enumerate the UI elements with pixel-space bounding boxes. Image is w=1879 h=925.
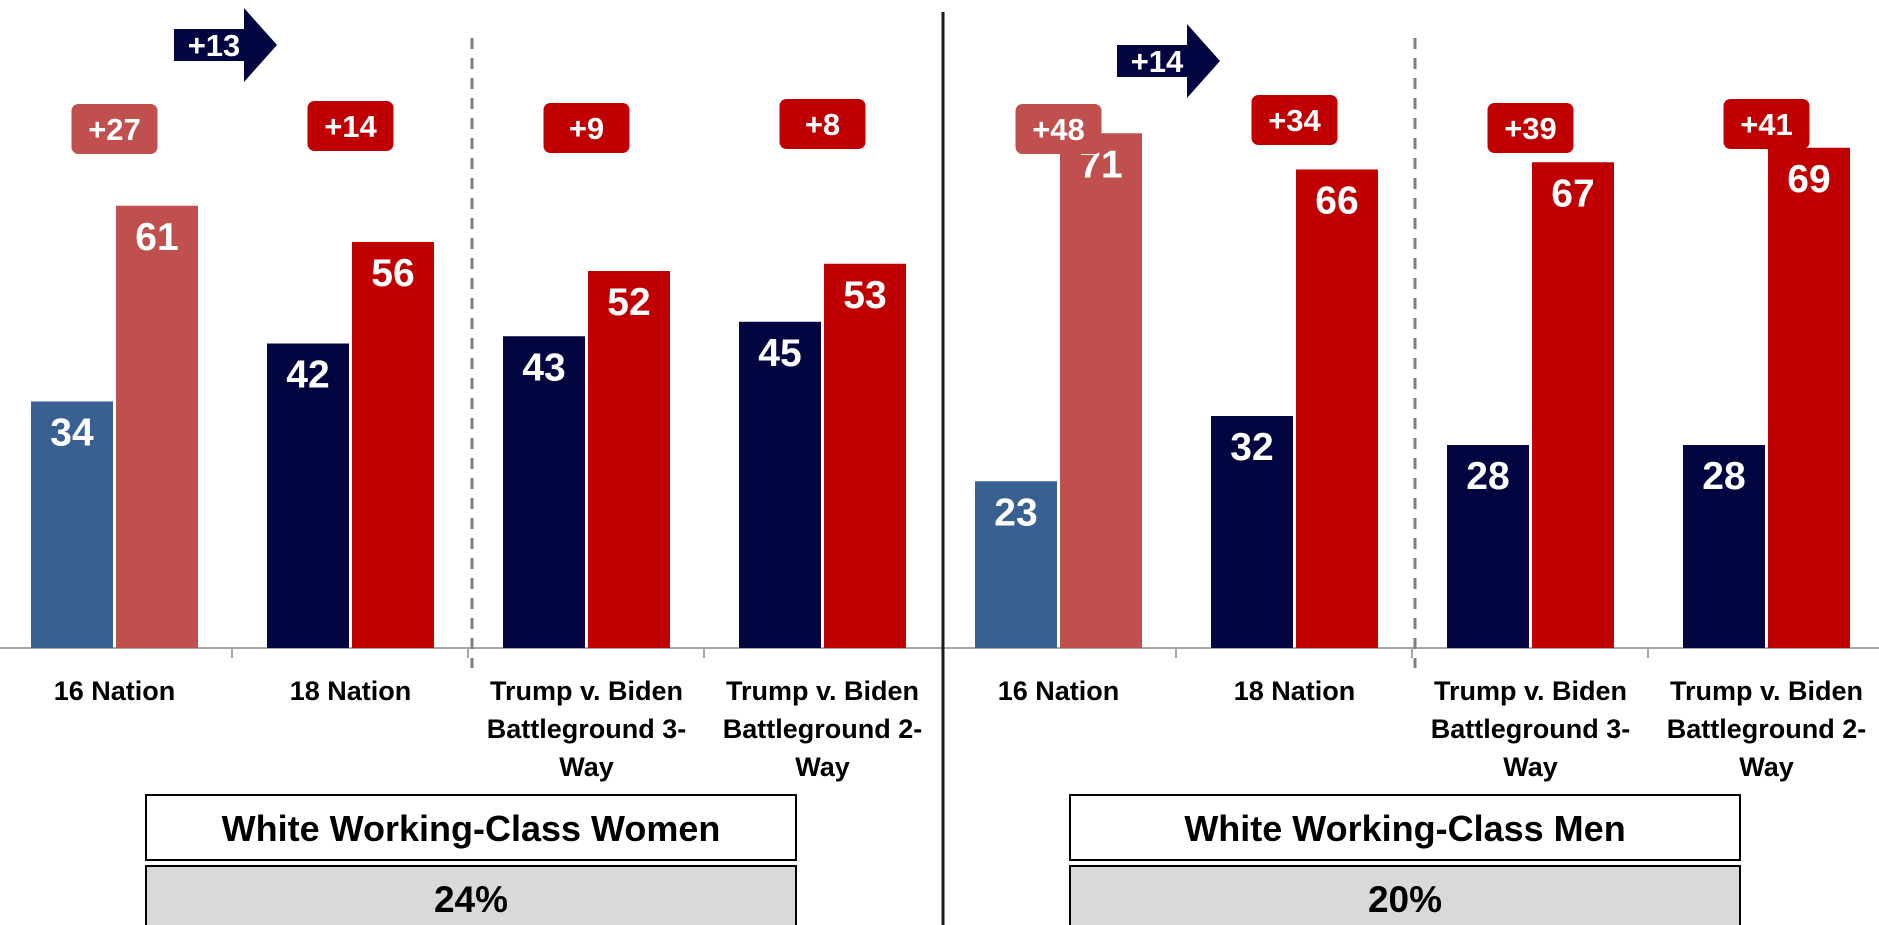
bar-0-2-1 [588, 271, 670, 648]
category-label-1-3-1: Battleground 2- [1667, 714, 1867, 744]
data-label-0-2-0: 43 [522, 346, 565, 389]
category-label-1-3-0: Trump v. Biden [1670, 676, 1863, 706]
margin-label-0-1: +14 [324, 109, 377, 144]
category-label-0-3-1: Battleground 2- [723, 714, 923, 744]
shift-arrow-icon-1 [1117, 24, 1220, 98]
group-share-0: 24% [434, 879, 508, 920]
margin-label-1-1: +34 [1268, 103, 1321, 138]
margin-label-0-3: +8 [805, 107, 840, 142]
category-label-0-2-1: Battleground 3- [487, 714, 687, 744]
shift-label-0: +13 [188, 28, 241, 63]
margin-badge-0-2 [543, 103, 630, 153]
margin-label-0-0: +27 [88, 112, 141, 147]
category-label-1-3-2: Way [1739, 752, 1794, 782]
margin-badge-1-3 [1723, 99, 1810, 149]
data-label-0-1-1: 56 [371, 252, 414, 295]
margin-badge-0-1 [307, 101, 394, 151]
bar-1-3-1 [1768, 147, 1850, 648]
margin-badge-1-2 [1487, 103, 1574, 153]
data-label-0-3-0: 45 [758, 332, 801, 375]
bar-0-1-1 [352, 242, 434, 648]
data-label-1-0-0: 23 [994, 491, 1037, 534]
group-title-1: White Working-Class Men [1184, 808, 1625, 849]
data-label-0-3-1: 53 [843, 274, 886, 317]
category-label-1-1-0: 18 Nation [1234, 676, 1356, 706]
bar-1-2-1 [1532, 162, 1614, 648]
data-label-1-2-0: 28 [1466, 455, 1509, 498]
group-share-box-0 [145, 865, 797, 925]
bar-0-0-0 [31, 401, 113, 648]
group-title-box-1 [1069, 794, 1741, 861]
data-label-1-1-1: 66 [1315, 180, 1358, 223]
shift-label-1: +14 [1131, 44, 1184, 79]
data-label-0-0-1: 61 [135, 216, 178, 259]
group-share-box-1 [1069, 865, 1741, 925]
category-label-1-2-0: Trump v. Biden [1434, 676, 1627, 706]
bar-1-3-0 [1683, 445, 1765, 648]
category-label-1-2-1: Battleground 3- [1431, 714, 1631, 744]
margin-label-1-2: +39 [1504, 111, 1557, 146]
bar-0-2-0 [503, 336, 585, 648]
data-label-1-3-0: 28 [1702, 455, 1745, 498]
bar-1-0-1 [1060, 133, 1142, 648]
data-label-0-1-0: 42 [286, 354, 329, 397]
group-share-1: 20% [1368, 879, 1442, 920]
group-title-box-0 [145, 794, 797, 861]
margin-label-1-3: +41 [1740, 107, 1793, 142]
category-label-1-0-0: 16 Nation [998, 676, 1120, 706]
margin-label-0-2: +9 [569, 111, 604, 146]
data-label-1-3-1: 69 [1787, 158, 1830, 201]
bar-1-2-0 [1447, 445, 1529, 648]
data-label-1-1-0: 32 [1230, 426, 1273, 469]
category-label-0-1-0: 18 Nation [290, 676, 412, 706]
bar-1-1-0 [1211, 416, 1293, 648]
margin-badge-1-0 [1015, 104, 1102, 154]
margin-badge-0-3 [779, 99, 866, 149]
margin-label-1-0: +48 [1032, 112, 1085, 147]
bar-1-0-0 [975, 481, 1057, 648]
category-label-0-3-2: Way [795, 752, 850, 782]
category-label-0-2-0: Trump v. Biden [490, 676, 683, 706]
bar-0-0-1 [116, 205, 198, 648]
data-label-0-0-0: 34 [50, 412, 94, 455]
category-label-1-2-2: Way [1503, 752, 1558, 782]
margin-badge-1-1 [1251, 95, 1338, 145]
category-label-0-2-2: Way [559, 752, 614, 782]
margin-badge-0-0 [71, 104, 158, 154]
bar-1-1-1 [1296, 169, 1378, 648]
bar-0-1-0 [267, 343, 349, 648]
category-label-0-3-0: Trump v. Biden [726, 676, 919, 706]
group-title-0: White Working-Class Women [222, 808, 721, 849]
category-label-0-0-0: 16 Nation [54, 676, 176, 706]
bar-0-3-1 [824, 263, 906, 648]
data-label-1-2-1: 67 [1551, 172, 1594, 215]
shift-arrow-icon-0 [174, 8, 277, 82]
bar-0-3-0 [739, 321, 821, 648]
data-label-0-2-1: 52 [607, 281, 650, 324]
